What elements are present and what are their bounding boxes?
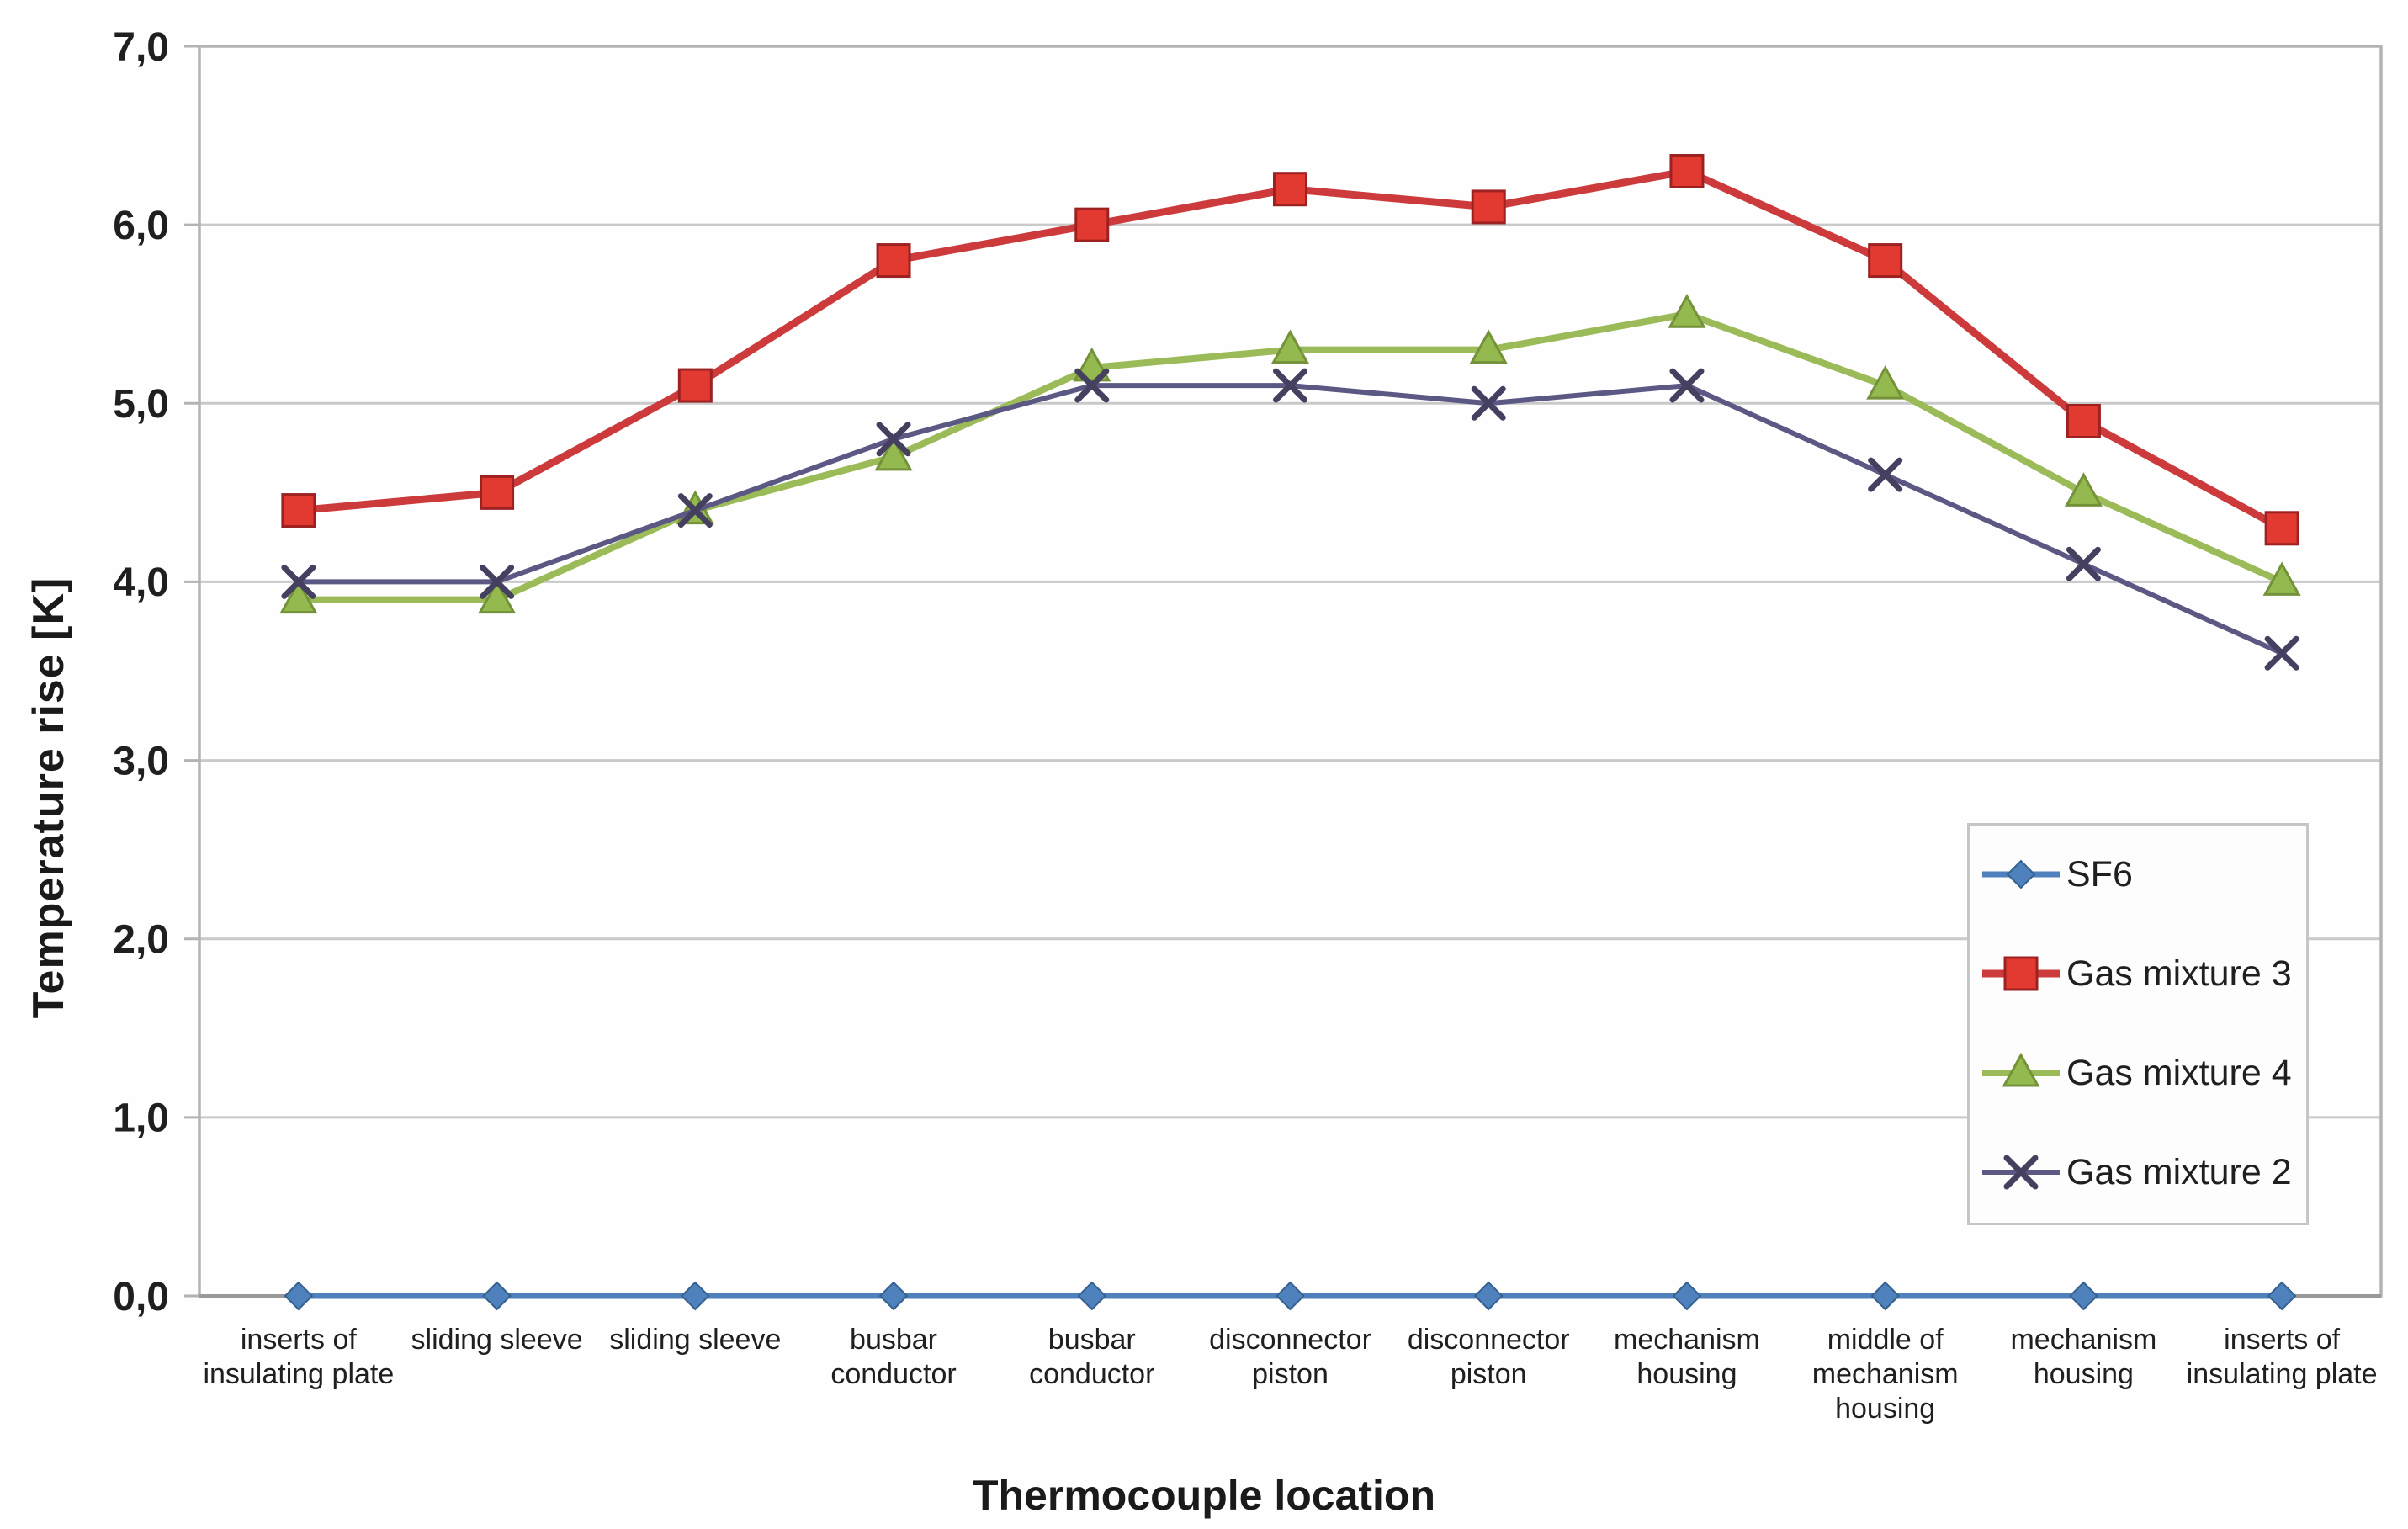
diamond-marker	[2006, 859, 2036, 889]
y-tick-label-7: 7,0	[113, 25, 169, 70]
square-marker	[1471, 189, 1506, 225]
diamond-marker	[878, 1281, 909, 1311]
triangle-marker	[1668, 294, 1706, 328]
square-marker	[2264, 511, 2299, 546]
x-marker	[2066, 546, 2101, 581]
x-category-label-9: mechanism housing	[2010, 1324, 2157, 1390]
y-tick-label-0: 0,0	[113, 1275, 169, 1319]
diamond-marker	[680, 1281, 710, 1311]
triangle-marker	[2262, 561, 2301, 596]
square-marker	[876, 243, 911, 279]
diamond-marker	[1870, 1281, 1901, 1311]
x-axis-title: Thermocouple location	[972, 1472, 1436, 1519]
x-category-label-1: sliding sleeve	[411, 1324, 583, 1356]
triangle-marker	[2002, 1052, 2040, 1087]
y-tick-label-3: 3,0	[113, 739, 169, 783]
legend-item-gas-mixture-2: Gas mixture 2	[1981, 1150, 2300, 1194]
diamond-marker	[284, 1281, 314, 1311]
diamond-legend-icon	[1982, 859, 2060, 889]
triangle-legend-icon	[1982, 1052, 2060, 1087]
diamond-marker	[482, 1281, 512, 1311]
legend-label-gas-mixture-4: Gas mixture 4	[2066, 1052, 2292, 1093]
diamond-marker	[2267, 1281, 2297, 1311]
diamond-marker	[1276, 1281, 1305, 1311]
triangle-marker	[279, 579, 318, 614]
x-category-label-5: disconnector piston	[1209, 1324, 1371, 1390]
x-marker	[1868, 457, 1903, 492]
legend-item-gas-mixture-3: Gas mixture 3	[1981, 952, 2300, 995]
series-gas-mixture-2	[281, 368, 2299, 671]
triangle-marker	[1073, 347, 1111, 382]
y-axis-title: Temperature rise [K]	[24, 576, 73, 1019]
x-marker	[281, 564, 316, 599]
x-category-label-8: middle of mechanism housing	[1811, 1324, 1959, 1425]
triangle-marker	[1866, 364, 1905, 400]
diamond-marker	[1672, 1281, 1702, 1311]
legend-label-gas-mixture-2: Gas mixture 2	[2066, 1151, 2292, 1192]
square-marker	[281, 493, 316, 528]
x-category-label-3: busbar conductor	[830, 1324, 957, 1390]
square-marker	[1868, 243, 1903, 279]
legend-item-gas-mixture-4: Gas mixture 4	[1981, 1051, 2300, 1095]
triangle-marker	[874, 436, 913, 471]
y-tick-label-5: 5,0	[113, 382, 169, 427]
x-marker	[1669, 368, 1705, 403]
diamond-marker	[1077, 1281, 1107, 1311]
x-category-label-2: sliding sleeve	[609, 1324, 782, 1356]
series-gas-mixture-3	[281, 154, 2299, 546]
legend-box	[1967, 823, 2309, 1225]
y-tick-label-1: 1,0	[113, 1096, 169, 1141]
y-tick-label-6: 6,0	[113, 204, 169, 248]
triangle-marker	[2064, 472, 2103, 507]
legend-item-sf6: SF6	[1981, 852, 2300, 896]
series-sf6	[284, 1281, 2297, 1311]
x-marker	[876, 422, 911, 457]
x-category-label-4: busbar conductor	[1029, 1324, 1155, 1390]
square-marker	[480, 475, 515, 510]
x-marker	[1074, 368, 1110, 403]
diamond-marker	[2068, 1281, 2098, 1311]
triangle-marker	[1469, 329, 1508, 364]
series-line-gas-mixture-2	[295, 383, 2285, 656]
x-category-label-7: mechanism housing	[1614, 1324, 1760, 1390]
x-marker	[1471, 385, 1506, 421]
triangle-marker	[1270, 329, 1310, 364]
x-category-label-6: disconnector piston	[1407, 1324, 1570, 1390]
square-marker	[1669, 154, 1705, 188]
x-marker	[2264, 635, 2299, 671]
square-legend-icon	[1982, 956, 2060, 991]
square-marker	[677, 368, 713, 403]
x-marker	[677, 493, 713, 528]
x-marker	[2003, 1155, 2039, 1190]
legend-label-gas-mixture-3: Gas mixture 3	[2066, 953, 2292, 994]
x-marker	[480, 564, 515, 599]
square-marker	[2066, 404, 2101, 438]
x-category-label-10: inserts of insulating plate	[2186, 1324, 2378, 1390]
square-marker	[2003, 956, 2039, 991]
y-tick-label-2: 2,0	[113, 918, 169, 963]
square-marker	[1273, 172, 1307, 207]
x-category-label-0: inserts of insulating plate	[203, 1324, 395, 1390]
diamond-marker	[1473, 1281, 1504, 1311]
x-legend-icon	[1982, 1155, 2060, 1190]
x-marker	[1273, 368, 1307, 403]
legend-label-sf6: SF6	[2066, 853, 2133, 895]
square-marker	[1074, 207, 1110, 242]
y-tick-label-4: 4,0	[113, 560, 169, 605]
triangle-marker	[478, 579, 517, 614]
series-gas-mixture-4	[279, 294, 2301, 614]
